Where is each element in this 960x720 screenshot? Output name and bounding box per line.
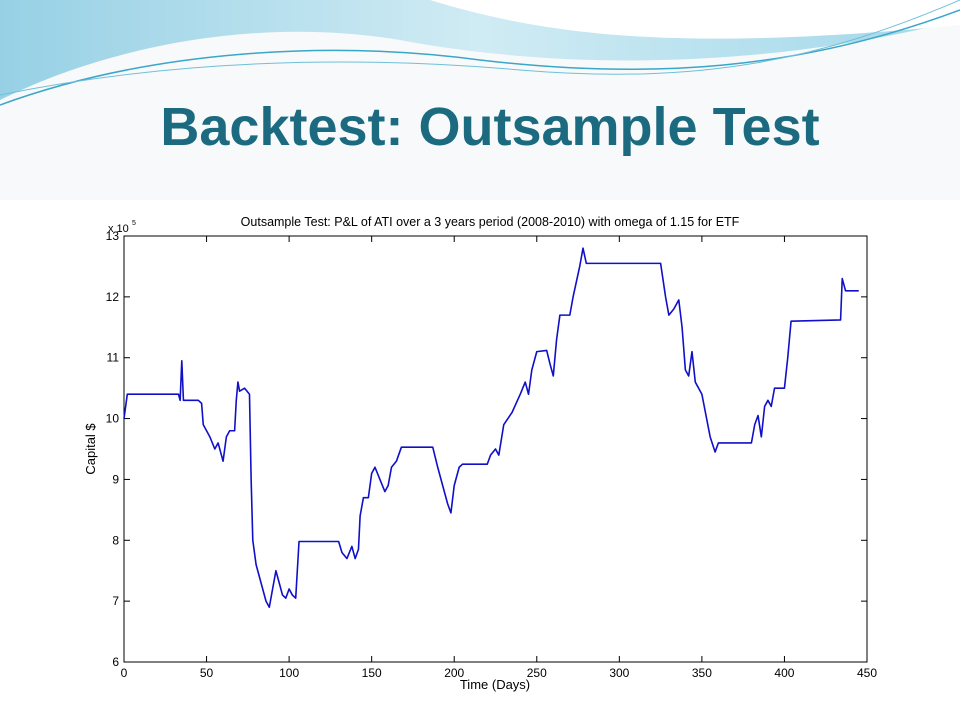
wave — [430, 0, 960, 39]
x-axis-label: Time (Days) — [460, 677, 530, 692]
data-line — [123, 247, 859, 609]
x-tick-label: 350 — [692, 666, 712, 680]
y-tick-label: 13 — [106, 229, 120, 243]
x-tick-label: 300 — [609, 666, 629, 680]
y-tick-label: 7 — [112, 594, 119, 608]
y-multiplier: x 10 — [108, 223, 129, 235]
y-tick-label: 9 — [112, 472, 119, 486]
x-tick-label: 400 — [774, 666, 794, 680]
x-tick-label: 100 — [279, 666, 299, 680]
x-tick-label: 250 — [527, 666, 547, 680]
y-tick-label: 8 — [112, 533, 119, 547]
x-tick-label: 0 — [121, 666, 128, 680]
y-tick-label: 12 — [106, 290, 120, 304]
y-axis-label: Capital $ — [83, 423, 98, 475]
x-tick-label: 450 — [857, 666, 877, 680]
slide-title: Backtest: Outsample Test — [160, 97, 819, 157]
x-tick-label: 150 — [362, 666, 382, 680]
y-tick-label: 6 — [112, 655, 119, 669]
y-multiplier-exponent: 5 — [132, 220, 136, 227]
x-tick-label: 50 — [200, 666, 214, 680]
x-tick-label: 200 — [444, 666, 464, 680]
wave-line — [0, 0, 960, 96]
wave-line — [0, 9, 960, 106]
y-tick-label: 10 — [106, 412, 120, 426]
y-tick-label: 11 — [107, 351, 120, 365]
chart-title: Outsample Test: P&L of ATI over a 3 year… — [241, 215, 740, 229]
